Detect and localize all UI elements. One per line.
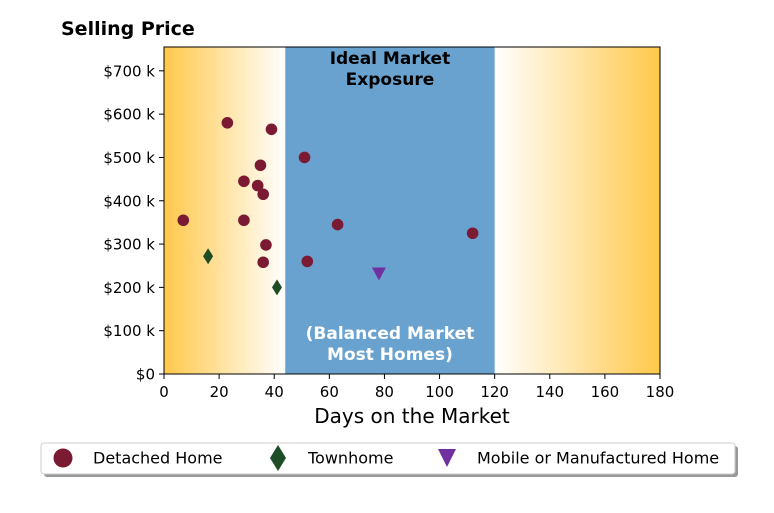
x-tick-label: 60 (320, 383, 339, 401)
x-tick-label: 20 (210, 383, 229, 401)
data-point (301, 255, 314, 268)
data-point (371, 267, 386, 281)
legend-label: Mobile or Manufactured Home (477, 449, 719, 468)
axes: 0 20 40 60 80 100 120 140 160 180 $0 $100 k $200 k $3… (103, 46, 675, 401)
x-tick-label: 0 (159, 383, 169, 401)
data-point (257, 256, 270, 269)
legend-label: Detached Home (93, 449, 223, 468)
plot-background (164, 47, 660, 374)
data-point (221, 116, 234, 129)
chart-title: Selling Price (61, 18, 195, 40)
data-point (265, 123, 278, 136)
data-point (466, 227, 479, 240)
data-point (177, 214, 190, 227)
x-tick-label: 180 (646, 383, 675, 401)
data-point (331, 218, 344, 231)
gradient-right (494, 47, 660, 374)
y-tick-label: $400 k (103, 192, 155, 210)
data-point (298, 151, 311, 164)
legend-marker (270, 445, 286, 471)
data-point (254, 159, 267, 172)
x-tick-label: 100 (425, 383, 454, 401)
data-point (251, 179, 264, 192)
x-tick-label: 80 (375, 383, 394, 401)
data-point (257, 188, 270, 201)
legend-marker (438, 449, 456, 467)
y-tick-label: $600 k (103, 106, 155, 124)
y-tick-label: $500 k (103, 149, 155, 167)
data-point (203, 248, 214, 265)
y-tick-label: $100 k (103, 322, 155, 340)
plot-frame (163, 46, 661, 375)
band-label-bottom-line: Most Homes) (327, 345, 453, 365)
y-tick-label: $700 k (103, 62, 155, 80)
data-point (238, 214, 250, 227)
ideal-market-band (285, 47, 495, 374)
data-point (238, 175, 250, 188)
legend-label: Townhome (307, 449, 393, 468)
y-tick-label: $300 k (103, 236, 155, 254)
y-tick-label: $0 (136, 366, 155, 384)
legend-box (40, 442, 736, 475)
data-point (271, 279, 282, 296)
x-tick-label: 40 (265, 383, 284, 401)
band-rect (285, 47, 495, 374)
x-axis-label: Days on the Market (314, 404, 510, 428)
band-label-top-line: Exposure (346, 70, 435, 90)
gradient-left (164, 47, 286, 374)
legend-marker (53, 448, 73, 468)
data-point (260, 239, 272, 251)
band-label-top-line: Ideal Market (330, 49, 451, 69)
data-points (177, 116, 479, 296)
x-tick-label: 140 (535, 383, 564, 401)
band-label-bottom-line: (Balanced Market (306, 324, 475, 344)
y-tick-label: $200 k (103, 279, 155, 297)
x-tick-label: 120 (480, 383, 509, 401)
legend: Detached Home Townhome Mobile or Manufactu… (40, 442, 738, 477)
x-tick-label: 160 (591, 383, 620, 401)
